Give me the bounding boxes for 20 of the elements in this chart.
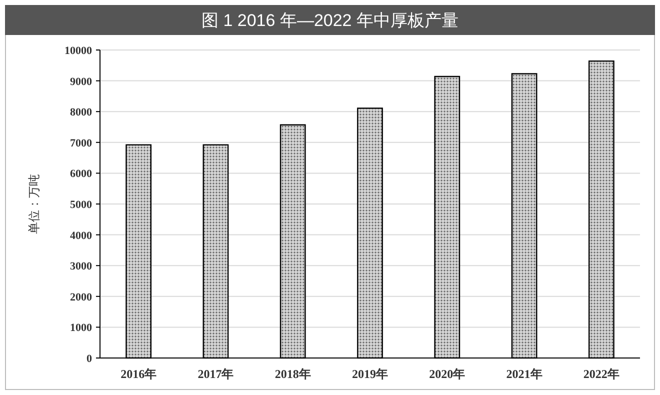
x-tick-label: 2019年	[352, 367, 388, 381]
x-tick-label: 2021年	[506, 367, 542, 381]
y-tick-label: 2000	[70, 291, 92, 304]
y-tick-label: 3000	[70, 260, 92, 273]
y-tick-label: 9000	[70, 76, 92, 88]
y-tick-label: 8000	[70, 106, 92, 119]
x-tick-label: 2022年	[583, 367, 620, 381]
x-tick-label: 2018年	[274, 367, 311, 381]
y-tick-label: 0	[86, 353, 92, 365]
y-axis-title: 单位：万吨	[27, 174, 41, 234]
chart-title: 图 1 2016 年—2022 年中厚板产量	[202, 11, 458, 30]
x-tick-label: 2016年	[120, 367, 157, 381]
x-tick-label: 2017年	[198, 367, 234, 381]
y-tick-label: 1000	[70, 322, 92, 334]
x-tick-label: 2020年	[429, 367, 466, 381]
y-tick-label: 5000	[70, 199, 92, 211]
y-tick-label: 4000	[70, 230, 92, 242]
y-tick-label: 10000	[64, 45, 92, 57]
y-tick-label: 6000	[70, 168, 92, 180]
y-tick-label: 7000	[70, 137, 92, 150]
